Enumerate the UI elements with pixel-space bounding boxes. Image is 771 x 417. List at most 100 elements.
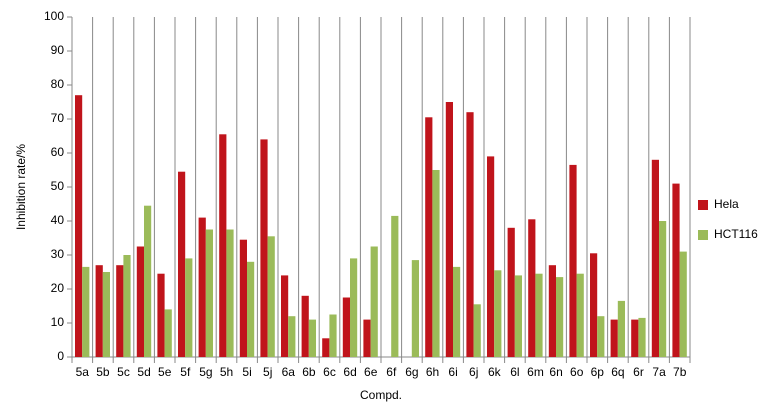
bar <box>322 338 330 357</box>
legend-swatch <box>698 200 708 210</box>
bar <box>453 266 461 357</box>
bar <box>157 273 165 357</box>
x-tick-label: 6r <box>633 365 644 379</box>
bar <box>494 270 502 357</box>
bar <box>116 265 124 357</box>
y-tick-label: 0 <box>57 349 64 363</box>
legend-label: Hela <box>714 197 739 211</box>
x-tick-label: 6b <box>302 365 316 379</box>
bar <box>281 275 289 357</box>
bar <box>432 170 440 357</box>
y-tick-label: 50 <box>51 179 65 193</box>
bar <box>535 273 543 357</box>
x-tick-label: 6c <box>323 365 336 379</box>
y-tick-label: 90 <box>51 43 65 57</box>
bar <box>247 261 255 357</box>
y-tick-label: 20 <box>51 281 65 295</box>
x-tick-label: 7b <box>673 365 687 379</box>
x-axis-title: Compd. <box>360 388 402 402</box>
y-tick-label: 80 <box>51 77 65 91</box>
x-tick-label: 6n <box>549 365 562 379</box>
bar <box>569 164 577 357</box>
x-tick-label: 5f <box>180 365 191 379</box>
x-tick-label: 5h <box>220 365 233 379</box>
x-tick-label: 6l <box>510 365 519 379</box>
bar <box>617 300 625 357</box>
y-tick-label: 60 <box>51 145 65 159</box>
legend-swatch <box>698 230 708 240</box>
y-tick-label: 100 <box>44 9 64 23</box>
x-tick-label: 6e <box>364 365 378 379</box>
bar <box>445 102 453 357</box>
bar <box>576 273 584 357</box>
x-tick-label: 5i <box>242 365 251 379</box>
bar <box>308 319 316 357</box>
bar <box>507 227 515 357</box>
bar <box>514 275 522 357</box>
y-tick-label: 30 <box>51 247 65 261</box>
bar <box>329 314 337 357</box>
bar <box>260 139 268 357</box>
bar <box>473 304 481 357</box>
y-tick-label: 10 <box>51 315 65 329</box>
legend-label: HCT116 <box>714 227 758 241</box>
bar <box>164 309 172 357</box>
bar <box>205 229 213 357</box>
bar <box>672 183 680 357</box>
bar <box>391 215 399 357</box>
x-tick-label: 6h <box>426 365 439 379</box>
x-tick-label: 6g <box>405 365 418 379</box>
x-tick-label: 5g <box>199 365 212 379</box>
x-tick-label: 5c <box>117 365 130 379</box>
x-tick-label: 6a <box>282 365 296 379</box>
x-tick-label: 6q <box>611 365 624 379</box>
x-tick-label: 6f <box>386 365 397 379</box>
bar <box>425 117 433 357</box>
y-tick-label: 70 <box>51 111 65 125</box>
bar <box>610 319 618 357</box>
bar <box>267 236 275 357</box>
bar <box>219 134 227 357</box>
bar <box>350 258 358 357</box>
y-tick-label: 40 <box>51 213 65 227</box>
bar <box>178 171 186 357</box>
x-tick-label: 6m <box>527 365 544 379</box>
bar <box>123 255 131 357</box>
x-tick-label: 7a <box>652 365 666 379</box>
bar <box>239 239 247 357</box>
x-tick-label: 6k <box>488 365 502 379</box>
bar <box>342 297 350 357</box>
bar <box>548 265 556 357</box>
bar <box>198 217 206 357</box>
x-tick-label: 6j <box>469 365 478 379</box>
x-tick-label: 6p <box>591 365 605 379</box>
bar <box>679 251 687 357</box>
bar <box>631 319 639 357</box>
bar <box>556 277 564 357</box>
bar <box>597 316 605 357</box>
x-tick-label: 5b <box>96 365 110 379</box>
bar <box>95 265 103 357</box>
bar <box>288 316 296 357</box>
bar <box>82 266 90 357</box>
bar <box>659 221 667 357</box>
bar <box>651 159 659 357</box>
y-axis-title: Inhibition rate/% <box>14 144 28 230</box>
bar <box>144 205 152 357</box>
bar <box>301 295 309 357</box>
bar <box>370 246 378 357</box>
x-tick-label: 5a <box>76 365 90 379</box>
bar <box>411 260 419 357</box>
bar <box>102 272 110 357</box>
bar <box>363 319 371 357</box>
bar <box>75 95 83 357</box>
bar <box>226 229 234 357</box>
bar <box>466 112 474 357</box>
bar <box>185 258 193 357</box>
bar <box>528 219 536 357</box>
x-tick-label: 5d <box>137 365 150 379</box>
x-tick-label: 6o <box>570 365 584 379</box>
bar <box>487 156 495 357</box>
x-tick-label: 6d <box>343 365 356 379</box>
